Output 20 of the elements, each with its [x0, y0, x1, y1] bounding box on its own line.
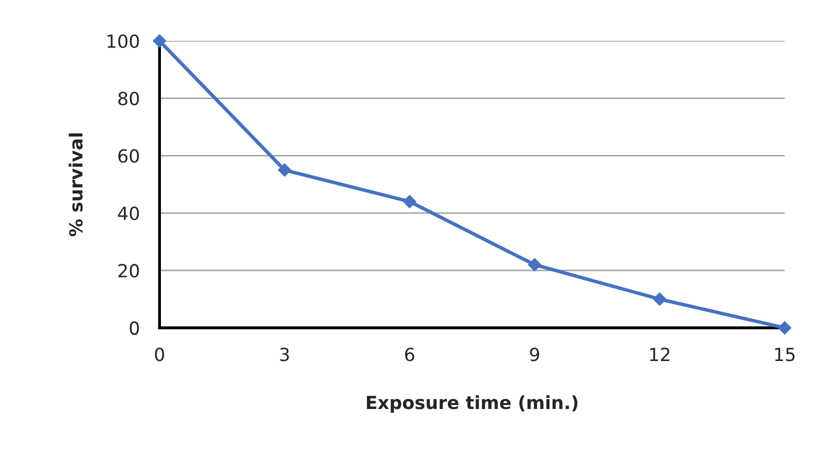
- point: [778, 321, 792, 334]
- y-tick-label: 20: [118, 264, 139, 278]
- x-tick-label: 12: [650, 348, 670, 361]
- y-tick-label: 60: [118, 149, 139, 163]
- point: [152, 34, 166, 48]
- y-tick-label: 80: [118, 92, 139, 106]
- y-tick-label: 100: [108, 34, 139, 48]
- x-tick-label: 3: [280, 348, 289, 362]
- point: [278, 163, 292, 177]
- y-axis-title: % survival: [68, 133, 83, 236]
- y-tick-label: 40: [118, 206, 139, 220]
- x-tick-label: 0: [154, 348, 164, 362]
- x-tick-label: 6: [405, 348, 414, 362]
- x-axis-title: Exposure time (min.): [366, 395, 578, 413]
- x-tick-label: 15: [775, 348, 795, 362]
- y-tick-label: 0: [130, 321, 139, 335]
- point: [653, 292, 666, 306]
- point: [403, 195, 416, 208]
- x-tick-label: 9: [530, 348, 540, 362]
- point: [528, 258, 542, 272]
